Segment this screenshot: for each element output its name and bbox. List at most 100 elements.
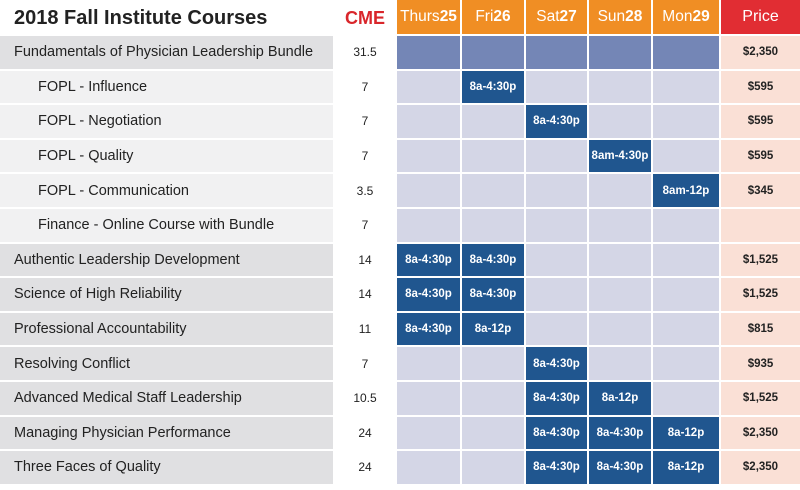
price-value: $1,525	[721, 381, 800, 417]
course-name: FOPL - Quality	[0, 139, 333, 175]
schedule-cell	[589, 208, 653, 244]
session-time: 8a-4:30p	[526, 105, 589, 140]
price-value: $935	[721, 347, 800, 382]
schedule-cell	[589, 105, 653, 140]
schedule-cell	[462, 416, 526, 452]
day-number: 27	[559, 8, 577, 25]
day-number: 25	[439, 8, 457, 25]
schedule-cell	[653, 243, 721, 279]
schedule-cell	[462, 105, 526, 140]
schedule-cell	[653, 139, 721, 175]
schedule-cell	[589, 312, 653, 348]
session-time: 8a-4:30p	[397, 243, 462, 279]
session-time: 8a-4:30p	[462, 278, 526, 313]
course-name: Authentic Leadership Development	[0, 243, 333, 279]
price-value: $345	[721, 174, 800, 209]
day-number: 26	[493, 8, 511, 25]
price-value: $2,350	[721, 416, 800, 452]
cme-value: 7	[333, 209, 397, 244]
session-time: 8a-4:30p	[526, 416, 589, 452]
schedule-cell	[589, 70, 653, 106]
schedule-cell	[526, 36, 589, 71]
course-name: Managing Physician Performance	[0, 416, 333, 452]
schedule-cell	[526, 208, 589, 244]
schedule-cell	[397, 139, 462, 175]
day-header-fri: Fri 26	[462, 0, 526, 36]
day-name: Mon	[662, 8, 693, 25]
course-name: FOPL - Negotiation	[0, 105, 333, 140]
course-name: Three Faces of Quality	[0, 451, 333, 486]
session-time: 8a-4:30p	[397, 278, 462, 313]
cme-value: 11	[333, 313, 397, 348]
schedule-cell	[589, 174, 653, 209]
session-time: 8a-4:30p	[462, 70, 526, 106]
price-value: $2,350	[721, 451, 800, 486]
course-name: Fundamentals of Physician Leadership Bun…	[0, 36, 333, 71]
price-value: $595	[721, 70, 800, 106]
schedule-cell	[397, 70, 462, 106]
price-value: $595	[721, 139, 800, 175]
schedule-cell	[462, 208, 526, 244]
session-time: 8a-4:30p	[526, 381, 589, 417]
course-name: FOPL - Communication	[0, 174, 333, 209]
schedule-cell	[653, 208, 721, 244]
course-name: Advanced Medical Staff Leadership	[0, 381, 333, 417]
session-time: 8am-4:30p	[589, 139, 653, 175]
schedule-cell	[397, 451, 462, 486]
schedule-cell	[526, 278, 589, 313]
schedule-cell	[653, 70, 721, 106]
schedule-cell	[526, 70, 589, 106]
schedule-cell	[397, 174, 462, 209]
schedule-cell	[589, 36, 653, 71]
schedule-cell	[653, 36, 721, 71]
price-value: $1,525	[721, 278, 800, 313]
cme-header: CME	[345, 7, 385, 28]
session-time: 8a-12p	[462, 312, 526, 348]
session-time: 8am-12p	[653, 174, 721, 209]
session-time: 8a-4:30p	[462, 243, 526, 279]
cme-value: 7	[333, 105, 397, 140]
cme-value: 14	[333, 278, 397, 313]
schedule-cell	[589, 243, 653, 279]
price-value: $595	[721, 105, 800, 140]
session-time: 8a-4:30p	[397, 312, 462, 348]
session-time: 8a-4:30p	[526, 451, 589, 486]
course-name: Finance - Online Course with Bundle	[0, 208, 333, 244]
cme-value: 7	[333, 140, 397, 175]
cme-value: 10.5	[333, 382, 397, 417]
schedule-cell	[653, 381, 721, 417]
page-title: 2018 Fall Institute Courses	[14, 6, 268, 29]
day-name: Thurs	[400, 8, 440, 25]
cme-value: 14	[333, 244, 397, 279]
cme-value: 3.5	[333, 174, 397, 209]
schedule-cell	[526, 139, 589, 175]
day-header-sun: Sun 28	[589, 0, 653, 36]
schedule-cell	[397, 36, 462, 71]
schedule-cell	[462, 381, 526, 417]
session-time: 8a-4:30p	[526, 347, 589, 382]
cme-value: 31.5	[333, 36, 397, 71]
cme-value: 7	[333, 347, 397, 382]
session-time: 8a-12p	[653, 451, 721, 486]
schedule-cell	[462, 36, 526, 71]
day-number: 28	[625, 8, 643, 25]
schedule-cell	[397, 381, 462, 417]
schedule-cell	[653, 278, 721, 313]
course-name: FOPL - Influence	[0, 70, 333, 106]
course-name: Resolving Conflict	[0, 347, 333, 382]
price-value: $815	[721, 312, 800, 348]
day-number: 29	[692, 8, 710, 25]
schedule-cell	[462, 347, 526, 382]
day-name: Sat	[536, 8, 560, 25]
schedule-cell	[589, 347, 653, 382]
day-header-thurs: Thurs 25	[397, 0, 462, 36]
schedule-cell	[462, 139, 526, 175]
schedule-cell	[526, 174, 589, 209]
schedule-cell	[653, 347, 721, 382]
price-value: $1,525	[721, 243, 800, 279]
price-value	[721, 208, 800, 244]
schedule-cell	[653, 312, 721, 348]
cme-value: 24	[333, 417, 397, 452]
schedule-cell	[462, 451, 526, 486]
day-header-mon: Mon 29	[653, 0, 721, 36]
